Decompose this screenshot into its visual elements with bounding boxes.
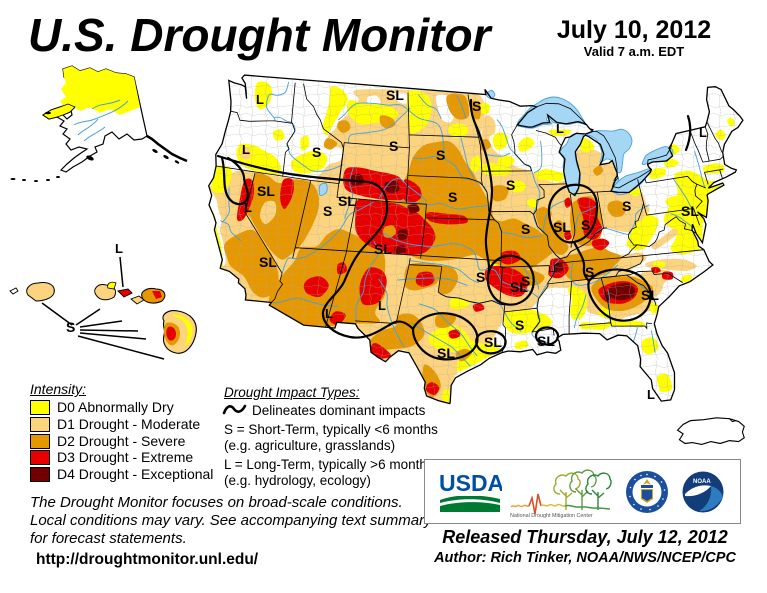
svg-text:L: L — [647, 387, 655, 402]
svg-text:S: S — [312, 144, 321, 160]
svg-text:L: L — [556, 121, 564, 136]
svg-text:S: S — [515, 317, 524, 333]
svg-text:SL: SL — [510, 279, 528, 295]
svg-text:L: L — [325, 306, 333, 321]
svg-text:S: S — [472, 98, 481, 114]
svg-text:SL: SL — [537, 333, 555, 349]
svg-text:S: S — [506, 177, 515, 193]
svg-text:USDA: USDA — [439, 470, 502, 496]
svg-text:SL: SL — [386, 87, 404, 103]
svg-text:SL: SL — [374, 241, 392, 257]
svg-text:SL: SL — [437, 345, 455, 361]
svg-text:S: S — [622, 198, 631, 214]
svg-text:L: L — [256, 92, 264, 107]
svg-text:S: S — [521, 273, 530, 289]
svg-text:L: L — [699, 125, 707, 140]
svg-text:SL: SL — [681, 203, 699, 219]
svg-text:S: S — [66, 319, 75, 335]
svg-text:SL: SL — [484, 334, 502, 350]
svg-text:NOAA: NOAA — [693, 479, 711, 485]
svg-text:S: S — [448, 189, 457, 205]
svg-text:SL: SL — [338, 193, 356, 209]
svg-text:S: S — [521, 221, 530, 237]
svg-text:L: L — [378, 298, 386, 313]
svg-text:S: S — [585, 264, 594, 280]
svg-text:L: L — [244, 200, 252, 215]
svg-text:S: S — [389, 138, 398, 154]
svg-text:SL: SL — [641, 287, 659, 303]
svg-text:S: S — [436, 147, 445, 163]
svg-text:SL: SL — [259, 254, 277, 270]
svg-text:SL: SL — [257, 183, 275, 199]
svg-text:S: S — [323, 203, 332, 219]
svg-text:S: S — [581, 217, 590, 233]
svg-text:L: L — [115, 241, 123, 256]
svg-text:National Drought Mitigation C: National Drought Mitigation Center — [510, 513, 593, 519]
svg-text:SL: SL — [553, 219, 571, 235]
svg-text:S: S — [476, 269, 485, 285]
svg-text:L: L — [242, 142, 250, 157]
